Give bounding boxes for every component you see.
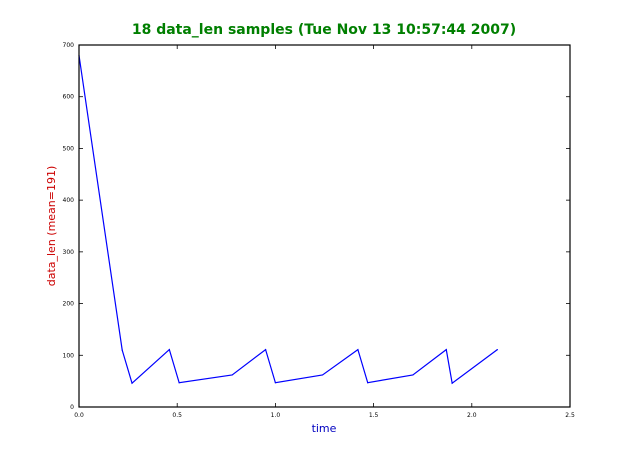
data-point xyxy=(178,382,180,384)
data-point xyxy=(264,348,267,351)
x-tick-label: 2.0 xyxy=(467,412,477,419)
y-tick-label: 200 xyxy=(63,301,75,308)
chart-title: 18 data_len samples (Tue Nov 13 10:57:44… xyxy=(132,22,516,38)
data-point xyxy=(367,382,369,384)
data-point xyxy=(168,348,170,351)
data-point xyxy=(231,374,233,376)
data-point xyxy=(451,382,453,384)
y-axis-label: data_len (mean=191) xyxy=(45,166,58,287)
y-tick-label: 600 xyxy=(63,94,75,101)
x-axis-label: time xyxy=(312,422,337,435)
data-point xyxy=(412,374,414,376)
y-tick-label: 300 xyxy=(63,249,75,256)
data-point xyxy=(274,382,276,384)
y-tick-label: 0 xyxy=(70,404,74,411)
data-point xyxy=(445,348,447,351)
y-tick-label: 500 xyxy=(63,145,75,152)
data-point xyxy=(357,348,359,351)
x-tick-label: 0.5 xyxy=(172,412,182,419)
plot-frame xyxy=(78,44,571,408)
y-tick-label: 400 xyxy=(63,197,75,204)
y-tick-label: 100 xyxy=(63,352,75,359)
plot-area xyxy=(79,45,570,407)
data-point xyxy=(321,374,324,376)
data-point xyxy=(131,382,133,384)
x-tick-label: 1.5 xyxy=(369,412,379,419)
data-point xyxy=(496,348,498,351)
y-tick-label: 700 xyxy=(63,42,75,49)
data-point xyxy=(121,349,123,351)
x-tick-label: 2.5 xyxy=(565,412,575,419)
x-tick-label: 0.0 xyxy=(74,412,84,419)
x-tick-label: 1.0 xyxy=(271,412,281,419)
